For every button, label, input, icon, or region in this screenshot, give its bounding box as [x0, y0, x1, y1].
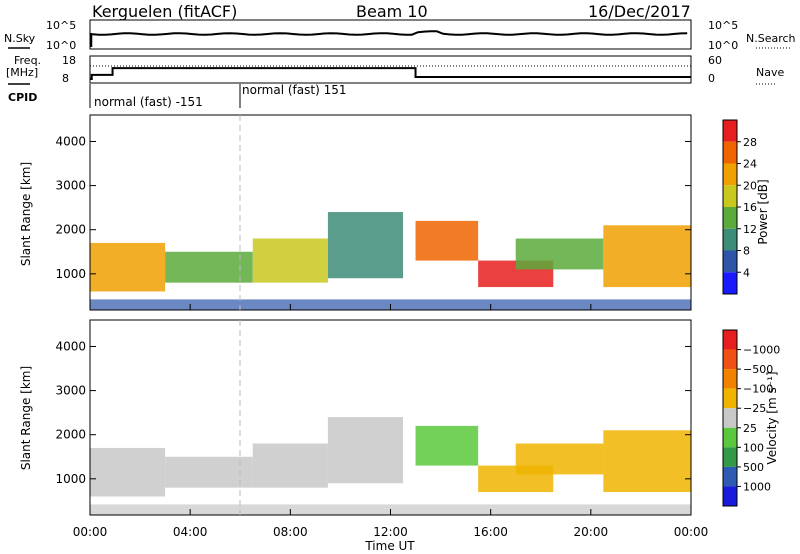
x-tick-label: 08:00 [273, 525, 308, 539]
power-colorbar-label: Power [dB] [756, 179, 770, 244]
power-y-axis-label: Slant Range [km] [19, 162, 33, 266]
y-tick-label: 2000 [55, 428, 86, 442]
station-title: Kerguelen (fitACF) [92, 2, 237, 21]
power-colorbar-tick-label: 24 [743, 158, 757, 171]
power-colorbar-tick-label: 28 [743, 136, 757, 149]
power-colorbar-tick-label: 20 [743, 179, 757, 192]
velocity-echo-region [165, 456, 253, 488]
y-tick-label: 3000 [55, 179, 86, 193]
power-colorbar-tick-label: 16 [743, 201, 757, 214]
velocity-colorbar-swatch [723, 330, 737, 350]
velocity-colorbar-swatch [723, 466, 737, 487]
nsky-trace [90, 30, 688, 47]
power-colorbar-swatch [723, 250, 737, 273]
time-axis: 00:00 04:00 08:00 12:00 16:00 20:00 00:00 [73, 304, 709, 539]
power-colorbar-tick-label: 4 [743, 266, 750, 279]
velocity-echo-region [252, 443, 328, 488]
x-tick-label: 00:00 [674, 525, 709, 539]
velocity-colorbar-swatch [723, 486, 737, 506]
velocity-y-axis-label: Slant Range [km] [19, 366, 33, 470]
x-tick-label: 12:00 [373, 525, 408, 539]
velocity-echo-region [515, 443, 604, 475]
velocity-colorbar-swatch [723, 388, 737, 409]
y-tick-label: 3000 [55, 384, 86, 398]
nsky-label: N.Sky [4, 32, 36, 45]
power-colorbar-swatch [723, 141, 737, 164]
velocity-colorbar-tick-label: 100 [743, 441, 764, 454]
velocity-colorbar-tick-label: −1000 [743, 344, 780, 357]
power-echo-region [415, 220, 479, 261]
power-echo-region [165, 251, 253, 283]
velocity-y-axis: 1000 2000 3000 4000 [55, 339, 691, 486]
y-tick-label: 1000 [55, 267, 86, 281]
nsky-tick-low: 10^0 [46, 39, 76, 52]
nave-tick-low: 0 [708, 72, 715, 85]
power-colorbar-swatch [723, 185, 737, 207]
date-label: 16/Dec/2017 [588, 2, 691, 21]
freq-trace [90, 67, 691, 80]
freq-panel-frame [89, 55, 692, 84]
cpid-segment-1: normal (fast) -151 [94, 95, 203, 109]
nsearch-tick-low: 10^0 [708, 39, 738, 52]
power-y-axis: 1000 2000 3000 4000 [55, 134, 691, 281]
power-echo-region [515, 238, 604, 270]
velocity-colorbar-swatch [723, 369, 737, 389]
y-tick-label: 4000 [55, 339, 86, 353]
velocity-colorbar-swatch [723, 447, 737, 467]
power-echo-region [603, 225, 691, 288]
nsky-tick-high: 10^5 [46, 19, 76, 32]
y-tick-label: 4000 [55, 134, 86, 148]
nave-label: Nave [756, 66, 784, 79]
velocity-colorbar-tick-label: 500 [743, 461, 764, 474]
velocity-echo-region [603, 430, 691, 493]
velocity-colorbar-swatch [723, 408, 737, 428]
y-tick-label: 1000 [55, 472, 86, 486]
velocity-colorbar-label: Velocity [m s⁻¹] [765, 371, 779, 464]
power-colorbar-tick-label: 12 [743, 223, 757, 236]
velocity-colorbar-frame [722, 329, 738, 507]
velocity-colorbar-tick-label: −25 [743, 402, 766, 415]
power-echo-region [252, 238, 328, 283]
nsky-panel-frame [89, 19, 692, 50]
velocity-colorbar-swatch [723, 349, 737, 370]
time-axis-label: Time UT [364, 539, 415, 553]
power-colorbar-swatch [723, 207, 737, 229]
velocity-echo-region [415, 425, 479, 466]
cpid-label: CPID [8, 91, 37, 104]
freq-tick-low: 8 [62, 72, 69, 85]
power-colorbar-swatch [723, 228, 737, 251]
velocity-echo-region [327, 417, 404, 484]
velocity-colorbar-tick-label: 1000 [743, 480, 771, 493]
x-tick-label: 20:00 [574, 525, 609, 539]
power-echo-region [90, 242, 166, 292]
beam-label: Beam 10 [356, 2, 428, 21]
freq-label-line2: [MHz] [6, 66, 38, 79]
freq-tick-high: 18 [62, 54, 76, 67]
nsearch-label: N.Search [746, 32, 796, 45]
x-tick-label: 04:00 [173, 525, 208, 539]
power-echo-region [327, 212, 404, 279]
nsearch-tick-high: 10^5 [708, 19, 738, 32]
power-colorbar-swatch [723, 163, 737, 186]
velocity-colorbar-tick-label: −100 [743, 383, 773, 396]
cpid-segment-2: normal (fast) 151 [242, 83, 346, 97]
power-colorbar-tick-label: 8 [743, 245, 750, 258]
velocity-colorbar: 1000 500 100 25 −25 −100 −500 −1000 [722, 329, 780, 507]
x-tick-label: 16:00 [473, 525, 508, 539]
velocity-echo-region [90, 447, 166, 497]
velocity-colorbar-tick-label: 25 [743, 422, 757, 435]
power-colorbar: 4 8 12 16 20 24 28 [722, 119, 757, 295]
power-echo-layer [90, 212, 691, 310]
y-tick-label: 2000 [55, 223, 86, 237]
nave-tick-high: 60 [708, 54, 722, 67]
velocity-colorbar-swatch [723, 427, 737, 448]
velocity-echo-layer [90, 417, 691, 515]
freq-label-line1: Freq. [14, 54, 41, 67]
power-colorbar-swatch [723, 120, 737, 142]
power-colorbar-swatch [723, 272, 737, 294]
velocity-colorbar-tick-label: −500 [743, 363, 773, 376]
x-tick-label: 00:00 [73, 525, 108, 539]
